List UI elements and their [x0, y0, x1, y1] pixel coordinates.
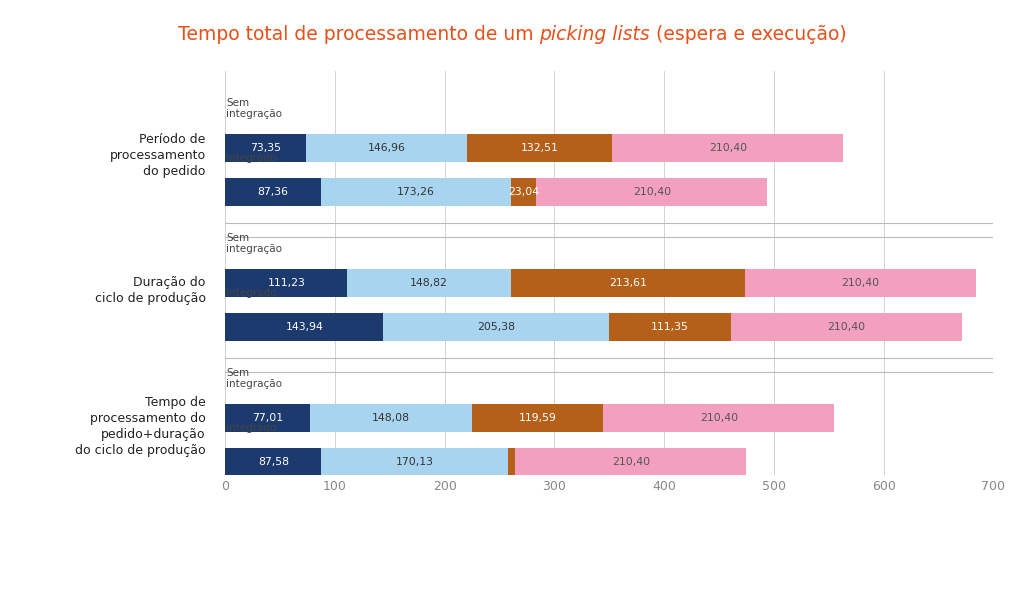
- Text: Período de
processamento
do pedido: Período de processamento do pedido: [110, 133, 206, 178]
- Text: Sem
integração: Sem integração: [226, 98, 283, 119]
- Text: 77,01: 77,01: [252, 413, 283, 423]
- Bar: [731, 313, 962, 341]
- Bar: [306, 134, 467, 162]
- Bar: [511, 178, 537, 206]
- Text: Integrado: Integrado: [226, 423, 276, 433]
- Text: Tempo de
processamento do
pedido+duração
do ciclo de produção: Tempo de processamento do pedido+duração…: [75, 396, 206, 457]
- Bar: [322, 178, 511, 206]
- Text: 210,40: 210,40: [709, 143, 746, 153]
- Bar: [537, 178, 767, 206]
- Bar: [472, 404, 603, 432]
- Text: 173,26: 173,26: [397, 187, 435, 197]
- Text: 111,23: 111,23: [267, 278, 305, 288]
- Text: (espera e execução): (espera e execução): [650, 25, 847, 43]
- Text: 73,35: 73,35: [250, 143, 281, 153]
- Text: Duração do
ciclo de produção: Duração do ciclo de produção: [94, 276, 206, 305]
- Text: Sem
integração: Sem integração: [226, 233, 283, 254]
- Text: 205,38: 205,38: [477, 322, 515, 332]
- Text: 210,40: 210,40: [827, 322, 865, 332]
- Bar: [383, 313, 608, 341]
- Text: Integrado: Integrado: [226, 153, 276, 163]
- Text: Integrado: Integrado: [226, 288, 276, 298]
- Text: 170,13: 170,13: [395, 457, 434, 467]
- Text: 146,96: 146,96: [368, 143, 406, 153]
- Bar: [608, 313, 731, 341]
- Bar: [508, 448, 515, 476]
- Text: Tempo total de processamento de um: Tempo total de processamento de um: [177, 25, 540, 43]
- Bar: [225, 178, 322, 206]
- Text: picking lists: picking lists: [540, 25, 650, 43]
- Text: 213,61: 213,61: [609, 278, 647, 288]
- Bar: [322, 448, 508, 476]
- Bar: [515, 448, 746, 476]
- Text: 210,40: 210,40: [633, 187, 671, 197]
- Text: 143,94: 143,94: [286, 322, 324, 332]
- Text: 119,59: 119,59: [519, 413, 557, 423]
- Bar: [225, 448, 322, 476]
- Text: 111,35: 111,35: [650, 322, 688, 332]
- Text: 132,51: 132,51: [521, 143, 559, 153]
- Text: 210,40: 210,40: [611, 457, 650, 467]
- Bar: [347, 269, 511, 297]
- Text: 210,40: 210,40: [842, 278, 880, 288]
- Text: Sem
integração: Sem integração: [226, 368, 283, 389]
- Text: 210,40: 210,40: [699, 413, 738, 423]
- Bar: [511, 269, 744, 297]
- Bar: [225, 269, 347, 297]
- Text: 148,82: 148,82: [410, 278, 447, 288]
- Bar: [225, 313, 383, 341]
- Text: 148,08: 148,08: [372, 413, 410, 423]
- Bar: [612, 134, 843, 162]
- Text: 87,58: 87,58: [258, 457, 289, 467]
- Text: 23,04: 23,04: [508, 187, 540, 197]
- Text: 87,36: 87,36: [258, 187, 289, 197]
- FancyBboxPatch shape: [33, 11, 991, 57]
- Bar: [310, 404, 472, 432]
- Bar: [744, 269, 976, 297]
- Bar: [467, 134, 612, 162]
- Bar: [225, 404, 310, 432]
- Bar: [603, 404, 835, 432]
- Bar: [225, 134, 306, 162]
